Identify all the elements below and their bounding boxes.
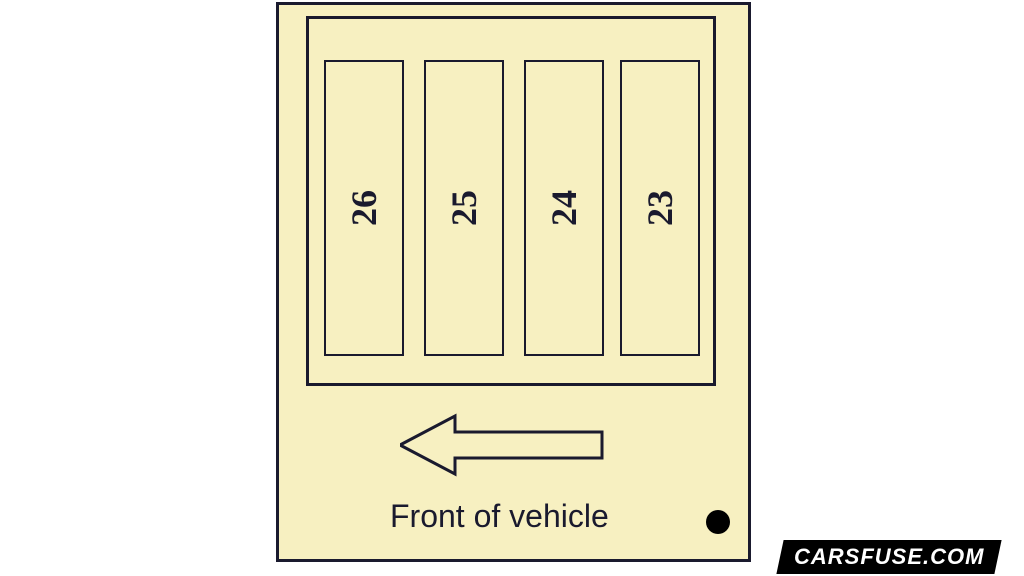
arrow-left-icon [400,410,610,480]
fuse-slot: 25 [424,60,504,356]
alignment-dot [706,510,730,534]
fuse-slot-label: 26 [343,190,385,226]
fuse-slot: 26 [324,60,404,356]
fuse-slot: 23 [620,60,700,356]
watermark-text: CARSFUSE.COM [794,544,984,570]
fuse-slot-label: 25 [443,190,485,226]
fuse-slot-label: 24 [543,190,585,226]
fuse-slot-label: 23 [639,190,681,226]
fuse-slot: 24 [524,60,604,356]
caption-text: Front of vehicle [390,498,609,535]
watermark: CARSFUSE.COM [776,540,1002,574]
